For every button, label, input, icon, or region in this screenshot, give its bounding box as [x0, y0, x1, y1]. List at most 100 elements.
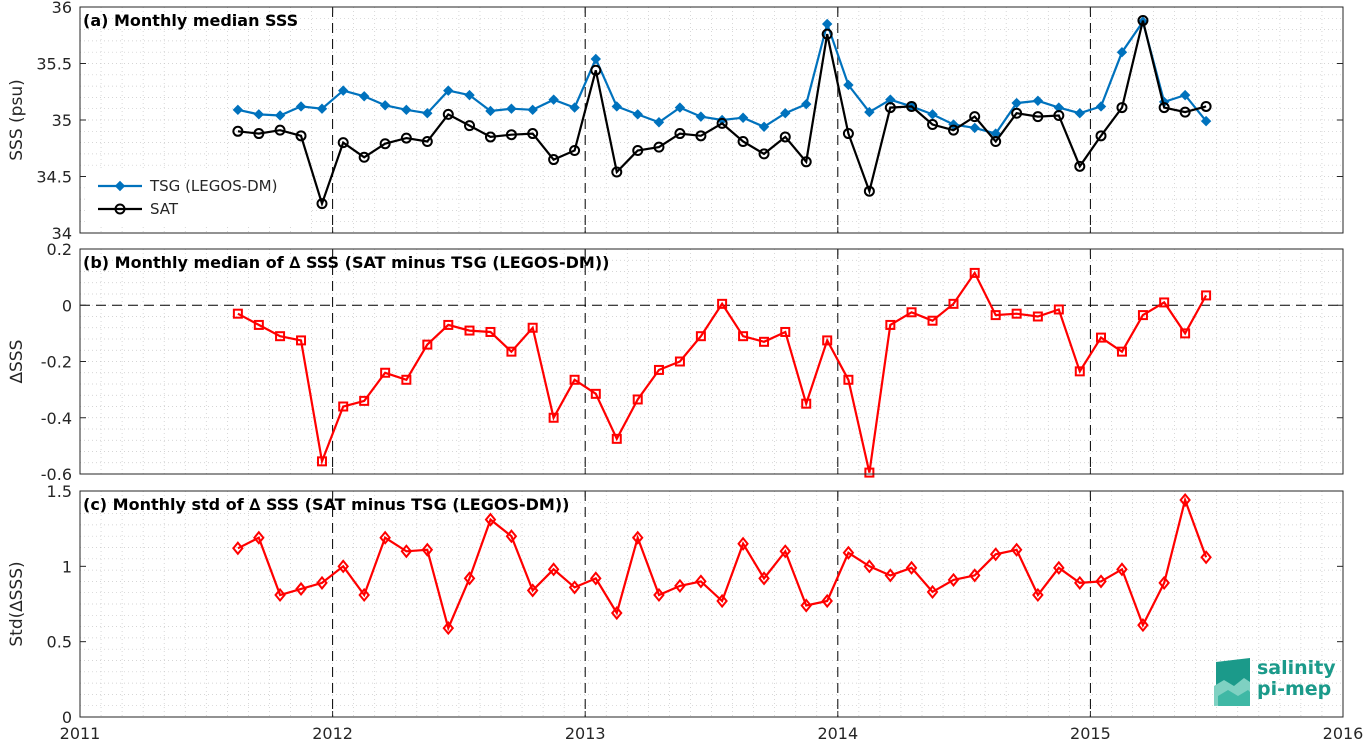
data-point [338, 401, 349, 412]
data-point [695, 111, 707, 122]
data-point [295, 101, 307, 112]
data-point [232, 541, 244, 556]
panel-title: (c) Monthly std of ∆ SSS (SAT minus TSG … [83, 495, 569, 514]
data-point [674, 578, 686, 593]
data-point [505, 129, 517, 141]
data-point [316, 575, 328, 590]
data-point [653, 364, 664, 375]
data-point [780, 326, 791, 337]
data-point [527, 104, 538, 116]
series-2 [232, 15, 1212, 210]
data-point [1011, 308, 1022, 319]
data-point [548, 94, 559, 105]
data-point [506, 103, 517, 114]
data-point [906, 307, 917, 318]
data-point [674, 128, 686, 140]
data-point [906, 100, 918, 112]
data-point [695, 574, 707, 589]
data-point [401, 104, 412, 116]
data-point [737, 112, 749, 123]
data-point [1074, 366, 1085, 377]
data-point [632, 145, 644, 157]
data-point [296, 335, 307, 346]
data-point [1137, 15, 1149, 27]
legend-box [88, 170, 310, 224]
data-point [527, 322, 538, 333]
data-point [927, 315, 938, 326]
data-point [464, 120, 476, 132]
data-point [422, 108, 433, 119]
legend-marker [114, 203, 126, 215]
data-point [1032, 587, 1044, 603]
data-point [821, 18, 833, 30]
series-1 [232, 492, 1212, 636]
data-point [1032, 95, 1044, 106]
y-tick-label: 36 [52, 0, 72, 17]
data-point [526, 583, 539, 598]
logo-mark-icon [1214, 658, 1250, 706]
data-point [884, 102, 896, 114]
data-point [674, 102, 686, 113]
y-tick-label: 0.5 [47, 633, 72, 652]
data-point [485, 326, 496, 337]
data-point [1011, 97, 1022, 109]
data-point [379, 530, 391, 545]
data-point [800, 156, 812, 168]
data-point [569, 145, 581, 157]
data-point [379, 100, 391, 111]
data-point [253, 530, 265, 545]
data-point [885, 94, 896, 105]
logo-line1: salinity [1257, 657, 1336, 679]
data-point [358, 151, 370, 163]
data-point [927, 119, 939, 131]
data-point [611, 101, 622, 112]
data-point [863, 185, 875, 197]
data-point [1201, 290, 1212, 301]
data-point [779, 131, 791, 143]
logo-line2: pi-mep [1257, 678, 1332, 700]
series-1 [232, 267, 1212, 478]
data-point [801, 98, 812, 110]
data-point [716, 593, 728, 609]
data-point [990, 310, 1001, 321]
panel-title: (a) Monthly median SSS [83, 11, 298, 30]
data-point [253, 319, 264, 330]
data-point [864, 106, 875, 118]
data-point [611, 166, 623, 178]
x-tick-label: 2012 [312, 724, 353, 743]
y-tick-label: 34.5 [36, 168, 72, 187]
data-point [1095, 130, 1107, 142]
data-point [1180, 328, 1191, 339]
y-tick-label: 0 [62, 296, 72, 315]
data-point [1137, 618, 1149, 633]
x-tick-label: 2013 [565, 724, 606, 743]
data-point [337, 137, 349, 149]
data-point [338, 85, 349, 96]
data-point [400, 544, 413, 559]
data-point [885, 319, 896, 330]
data-point [737, 135, 749, 147]
data-point [758, 571, 770, 586]
data-point [758, 121, 770, 132]
data-point [822, 335, 833, 346]
panel-1: 34 34.5 35 35.5 36 (a) Monthly median SSS SSS … [7, 0, 1344, 243]
data-point [631, 530, 644, 545]
data-point [800, 598, 813, 613]
data-point [653, 117, 665, 128]
data-point [947, 572, 960, 587]
data-point [1179, 492, 1191, 508]
data-point [316, 198, 328, 210]
data-point [780, 108, 791, 119]
data-point [926, 584, 939, 600]
data-point [590, 571, 602, 586]
data-point [821, 28, 833, 40]
data-point [1200, 100, 1212, 112]
y-tick-label: -0.2 [41, 353, 72, 372]
data-point [1200, 550, 1212, 565]
data-point [1053, 560, 1065, 575]
series-line [237, 20, 1207, 208]
panel-2: -0.6 -0.4 -0.2 0 0.2 (b) Monthly median of ∆ … [7, 240, 1344, 484]
data-point [1095, 101, 1107, 112]
data-point [842, 128, 854, 140]
x-tick-label: 2014 [817, 724, 858, 743]
